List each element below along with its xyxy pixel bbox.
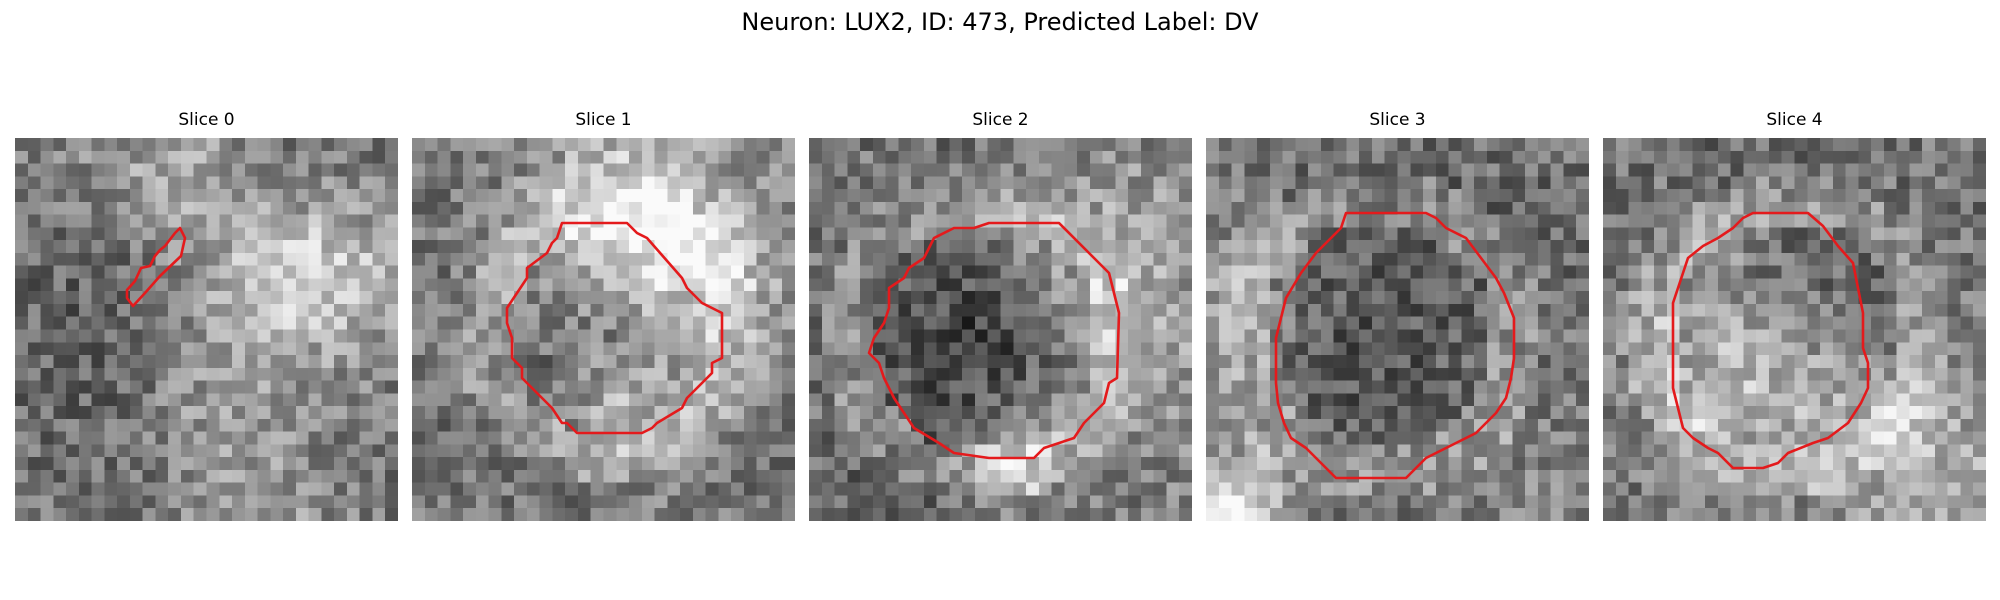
roi-contour: [1671, 211, 1870, 470]
roi-contour: [867, 221, 1121, 460]
roi-contour: [505, 221, 724, 435]
slice-panel-1: Slice 1: [412, 108, 795, 521]
slice-title: Slice 3: [1369, 110, 1426, 130]
grayscale-patch: [1603, 138, 1986, 521]
slice-panel-2: Slice 2: [809, 108, 1192, 521]
slice-image-0: [15, 138, 398, 521]
slice-title: Slice 0: [178, 110, 235, 130]
slice-image-1: [412, 138, 795, 521]
slice-image-3: [1206, 138, 1589, 521]
slice-panel-4: Slice 4: [1603, 108, 1986, 521]
grayscale-patch: [1206, 138, 1589, 521]
roi-contour: [1274, 211, 1516, 480]
grayscale-patch: [412, 138, 795, 521]
slice-title: Slice 4: [1766, 110, 1823, 130]
slice-title: Slice 2: [972, 110, 1029, 130]
slice-image-2: [809, 138, 1192, 521]
slice-image-4: [1603, 138, 1986, 521]
slice-title: Slice 1: [575, 110, 632, 130]
figure-title: Neuron: LUX2, ID: 473, Predicted Label: …: [741, 8, 1259, 36]
slice-panel-3: Slice 3: [1206, 108, 1589, 521]
grayscale-patch: [15, 138, 398, 521]
slice-panel-0: Slice 0: [15, 108, 398, 521]
roi-contour: [125, 226, 187, 308]
